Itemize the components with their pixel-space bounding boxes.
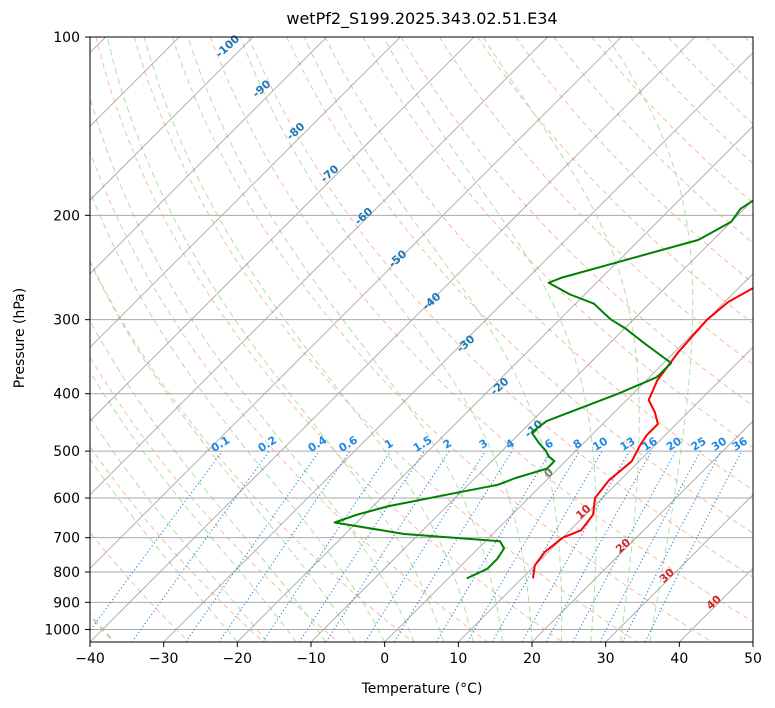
moist-adiabats [90, 37, 694, 642]
moist-adiabat-line [90, 260, 356, 642]
y-axis-title: Pressure (hPa) [12, 288, 28, 388]
x-tick-label: 20 [523, 651, 541, 667]
y-tick-label: 700 [53, 531, 80, 547]
plot-border [89, 36, 754, 643]
mixing-ratio-line [599, 450, 701, 642]
plot-background [90, 37, 753, 642]
y-tick-label: 900 [53, 595, 80, 611]
plot-frame [89, 36, 754, 643]
x-axis-title: Temperature (°C) [361, 681, 483, 697]
x-tick-label: −30 [149, 651, 179, 667]
dry-adiabat-line [90, 259, 414, 642]
dry-adiabat-line [515, 37, 753, 284]
dry-adiabat-line [210, 37, 753, 623]
mixing-ratio-line [298, 450, 425, 642]
mixing-ratio-line [131, 450, 270, 642]
moist-adiabat-line [90, 370, 297, 642]
dry-adiabat-line [438, 37, 753, 366]
isotherm-line [752, 641, 753, 642]
x-tick-label: 10 [449, 651, 467, 667]
mixing-ratio-line [572, 450, 677, 642]
dry-adiabat-line [591, 37, 753, 204]
moist-adiabat-line [106, 37, 445, 642]
dry-adiabat-line [90, 445, 264, 642]
mixing-ratio-line [325, 450, 450, 642]
mixing-ratio-line [364, 450, 486, 642]
moist-adiabat-line [187, 37, 503, 642]
y-tick-label: 600 [53, 491, 80, 507]
y-tick-label: 800 [53, 565, 80, 581]
moist-adiabat-line [143, 37, 474, 642]
isotherm-line [90, 37, 548, 496]
y-tick-label: 500 [53, 444, 80, 460]
x-axis-ticks: −40 −30 −20 −10 0 10 20 30 40 50 [75, 642, 762, 667]
mixing-ratio-lines [90, 450, 743, 642]
y-tick-label: 1000 [44, 622, 80, 638]
moist-adiabat-line [239, 37, 533, 642]
moist-adiabat-line [90, 189, 386, 642]
isotherm-line [90, 37, 254, 201]
mixing-ratio-line [621, 450, 722, 642]
dry-adiabat-line [171, 37, 712, 642]
x-tick-label: 0 [380, 651, 389, 667]
dewpoint-line [333, 199, 753, 580]
dry-adiabat-line [400, 37, 753, 407]
dry-adiabat-line [362, 37, 753, 449]
isotherm-line [90, 37, 475, 422]
x-tick-label: −20 [223, 651, 253, 667]
moist-adiabat-line [482, 37, 640, 642]
mixing-ratio-line [467, 450, 580, 642]
mixing-ratio-line [545, 450, 653, 642]
moist-adiabat-line [90, 416, 268, 642]
isotherm-line [531, 420, 753, 642]
mixing-ratio-line [90, 450, 223, 632]
y-tick-label: 200 [53, 208, 80, 224]
isotherm-line [90, 37, 401, 348]
plot-area [90, 37, 753, 642]
mixing-ratio-line [521, 450, 630, 642]
moist-adiabat-line [607, 37, 694, 642]
dry-adiabat-line [95, 37, 563, 642]
dry-adiabat-line [90, 531, 190, 642]
y-tick-label: 300 [53, 313, 80, 329]
isotherm-line [90, 37, 622, 569]
isotherm-line [90, 37, 327, 275]
chart-title: wetPf2_S199.2025.343.02.51.E34 [286, 9, 557, 29]
skewed-isotherms [90, 37, 753, 642]
moist-adiabat-line [303, 37, 563, 642]
dry-adiabat-line [248, 37, 753, 578]
x-tick-label: −40 [75, 651, 105, 667]
dry-adiabat-line [629, 37, 753, 165]
temperature-line [532, 286, 753, 579]
isotherm-line [237, 125, 753, 642]
moist-adiabat-line [90, 319, 327, 642]
x-tick-label: 40 [670, 651, 688, 667]
isobar-gridlines [90, 37, 753, 630]
y-axis-ticks: 100 200 300 400 500 600 700 800 900 1000 [44, 30, 90, 638]
x-tick-label: −10 [296, 651, 326, 667]
dry-adiabat-line [477, 37, 753, 325]
y-tick-label: 400 [53, 387, 80, 403]
isotherm-line [310, 199, 753, 642]
moist-adiabat-line [90, 458, 238, 642]
profile-series [333, 199, 753, 580]
y-tick-label: 100 [53, 30, 80, 46]
x-tick-label: 30 [597, 651, 615, 667]
isotherm-line [163, 52, 753, 642]
isotherm-line [90, 37, 696, 642]
isotherm-line [605, 494, 753, 642]
mixing-ratio-line [644, 450, 743, 642]
moist-adiabat-line [383, 37, 597, 642]
x-tick-label: 50 [744, 651, 762, 667]
